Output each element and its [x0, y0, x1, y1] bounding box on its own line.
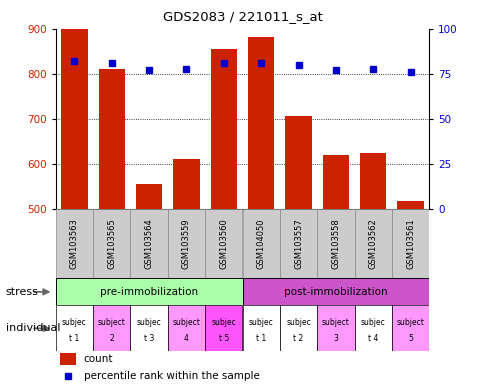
Bar: [56, 305, 93, 351]
Text: stress: stress: [6, 287, 39, 297]
Text: 2: 2: [109, 334, 114, 343]
Bar: [60, 353, 76, 365]
Bar: [242, 305, 279, 351]
Text: GSM103564: GSM103564: [144, 218, 153, 269]
Text: subjec: subjec: [62, 318, 87, 327]
Bar: [205, 209, 242, 278]
Bar: [205, 305, 242, 351]
Bar: [317, 209, 354, 278]
Bar: [56, 209, 93, 278]
Text: subjec: subjec: [211, 318, 236, 327]
Bar: [130, 305, 167, 351]
Bar: [173, 159, 199, 209]
Bar: [360, 153, 385, 209]
Bar: [167, 305, 205, 351]
Text: t 5: t 5: [218, 334, 228, 343]
Text: t 4: t 4: [367, 334, 378, 343]
Text: 4: 4: [183, 334, 189, 343]
Text: subjec: subjec: [286, 318, 310, 327]
Bar: [354, 209, 391, 278]
Text: subjec: subjec: [136, 318, 161, 327]
Bar: [56, 278, 242, 305]
Text: t 3: t 3: [144, 334, 154, 343]
Bar: [136, 184, 162, 209]
Bar: [242, 209, 279, 278]
Bar: [317, 305, 354, 351]
Text: subject: subject: [172, 318, 200, 327]
Text: GSM103559: GSM103559: [182, 218, 191, 269]
Bar: [93, 305, 130, 351]
Text: t 2: t 2: [293, 334, 303, 343]
Bar: [391, 209, 428, 278]
Bar: [285, 116, 311, 209]
Bar: [397, 201, 423, 209]
Bar: [279, 305, 317, 351]
Text: individual: individual: [6, 323, 60, 333]
Text: GSM103558: GSM103558: [331, 218, 340, 269]
Text: 5: 5: [407, 334, 412, 343]
Text: count: count: [84, 354, 113, 364]
Text: GSM103565: GSM103565: [107, 218, 116, 269]
Bar: [61, 29, 87, 209]
Bar: [130, 209, 167, 278]
Bar: [167, 209, 205, 278]
Text: GSM104050: GSM104050: [256, 218, 265, 269]
Text: subjec: subjec: [360, 318, 385, 327]
Text: GSM103561: GSM103561: [405, 218, 414, 269]
Text: subject: subject: [321, 318, 349, 327]
Bar: [211, 49, 236, 209]
Text: percentile rank within the sample: percentile rank within the sample: [84, 371, 259, 381]
Bar: [99, 70, 124, 209]
Bar: [354, 305, 391, 351]
Bar: [93, 209, 130, 278]
Text: GDS2083 / 221011_s_at: GDS2083 / 221011_s_at: [162, 10, 322, 23]
Text: pre-immobilization: pre-immobilization: [100, 287, 198, 297]
Text: GSM103557: GSM103557: [293, 218, 302, 269]
Bar: [322, 155, 348, 209]
Text: post-immobilization: post-immobilization: [284, 287, 387, 297]
Text: t 1: t 1: [256, 334, 266, 343]
Bar: [242, 278, 428, 305]
Text: subject: subject: [396, 318, 424, 327]
Bar: [279, 209, 317, 278]
Text: subjec: subjec: [248, 318, 273, 327]
Text: GSM103563: GSM103563: [70, 218, 79, 269]
Text: GSM103560: GSM103560: [219, 218, 228, 269]
Bar: [391, 305, 428, 351]
Text: t 1: t 1: [69, 334, 79, 343]
Bar: [248, 37, 273, 209]
Text: GSM103562: GSM103562: [368, 218, 377, 269]
Text: subject: subject: [98, 318, 125, 327]
Text: 3: 3: [333, 334, 338, 343]
